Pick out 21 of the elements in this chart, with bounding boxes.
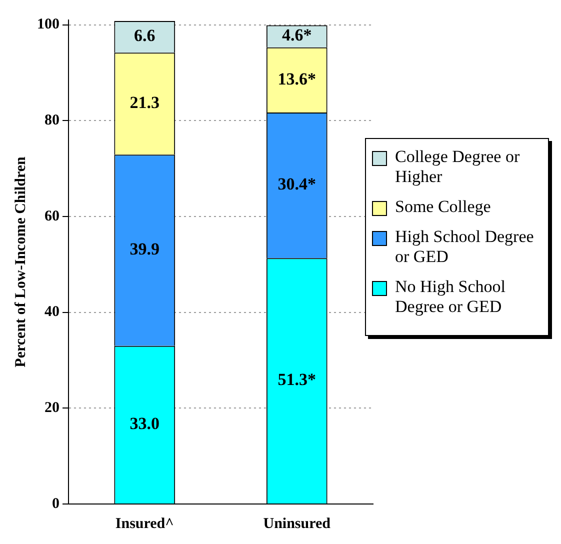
data-label: 51.3* [278,370,316,390]
y-tick-label: 40 [44,304,60,320]
data-label: 4.6* [282,26,312,45]
data-label: 6.6 [134,26,156,46]
y-tick-label: 20 [44,400,60,416]
legend-label: Some College [395,197,491,217]
y-tick-label: 60 [44,208,60,224]
x-tick-label: Uninsured [263,516,332,532]
y-axis-title: Percent of Low-Income Children [12,156,29,368]
legend-label: No High School Degree or GED [395,277,506,317]
y-tick-label: 80 [44,112,60,129]
y-tick-label: 0 [52,496,60,512]
data-label: 21.3 [130,93,160,112]
legend-label: College Degree or Higher [395,147,521,187]
legend-label: High School Degree or GED [395,227,535,267]
data-label: 39.9 [130,240,160,259]
data-label: 33.0 [130,414,160,434]
x-tick-label: Insured^ [115,516,174,532]
data-label: 30.4* [278,174,316,194]
data-label: 13.6* [278,69,316,88]
y-tick-label: 100 [37,16,60,33]
